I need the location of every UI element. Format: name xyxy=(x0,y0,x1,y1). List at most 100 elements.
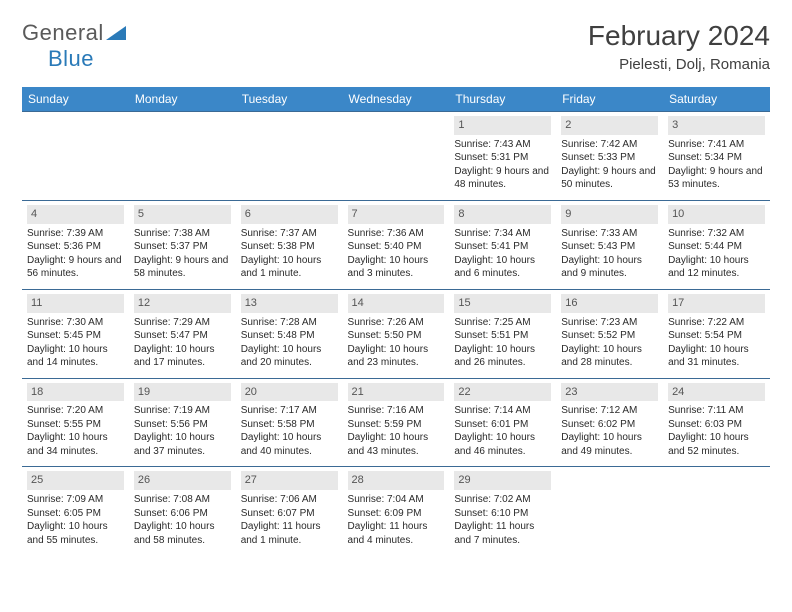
day-cell: 25 Sunrise: 7:09 AMSunset: 6:05 PMDayligh… xyxy=(22,467,129,555)
day-cell: 26 Sunrise: 7:08 AMSunset: 6:06 PMDayligh… xyxy=(129,467,236,555)
day-cell xyxy=(343,112,450,201)
month-title: February 2024 xyxy=(588,20,770,52)
day-number: 21 xyxy=(348,383,445,402)
day-cell: 29 Sunrise: 7:02 AMSunset: 6:10 PMDayligh… xyxy=(449,467,556,555)
day-header-row: Sunday Monday Tuesday Wednesday Thursday… xyxy=(22,87,770,112)
day-info: Sunrise: 7:30 AMSunset: 5:45 PMDaylight:… xyxy=(27,316,124,370)
day-info: Sunrise: 7:11 AMSunset: 6:03 PMDaylight:… xyxy=(668,404,765,458)
title-block: February 2024 Pielesti, Dolj, Romania xyxy=(588,20,770,73)
week-row: 11Sunrise: 7:30 AMSunset: 5:45 PMDayligh… xyxy=(22,289,770,378)
week-row: 4Sunrise: 7:39 AMSunset: 5:36 PMDaylight… xyxy=(22,200,770,289)
day-number: 15 xyxy=(454,294,551,313)
day-number: 22 xyxy=(454,383,551,402)
day-cell: 24Sunrise: 7:11 AMSunset: 6:03 PMDayligh… xyxy=(663,378,770,467)
day-cell: 21 Sunrise: 7:16 AMSunset: 5:59 PMDayligh… xyxy=(343,378,450,467)
day-cell xyxy=(22,112,129,201)
day-cell xyxy=(129,112,236,201)
day-number: 19 xyxy=(134,383,231,402)
day-number: 1 xyxy=(454,116,551,135)
day-info: Sunrise: 7:08 AMSunset: 6:06 PMDaylight:… xyxy=(134,493,231,547)
week-row: 18Sunrise: 7:20 AMSunset: 5:55 PMDayligh… xyxy=(22,378,770,467)
day-info: Sunrise: 7:12 AMSunset: 6:02 PMDaylight:… xyxy=(561,404,658,458)
day-number: 14 xyxy=(348,294,445,313)
day-cell: 5 Sunrise: 7:38 AMSunset: 5:37 PMDaylight… xyxy=(129,200,236,289)
day-info: Sunrise: 7:09 AMSunset: 6:05 PMDaylight:… xyxy=(27,493,124,547)
calendar-body: 1 Sunrise: 7:43 AMSunset: 5:31 PMDaylight… xyxy=(22,112,770,556)
day-number: 27 xyxy=(241,471,338,490)
day-info: Sunrise: 7:26 AMSunset: 5:50 PMDaylight:… xyxy=(348,316,445,370)
day-info: Sunrise: 7:33 AMSunset: 5:43 PMDaylight:… xyxy=(561,227,658,281)
logo-triangle-icon xyxy=(106,26,126,45)
day-number: 3 xyxy=(668,116,765,135)
day-cell: 23 Sunrise: 7:12 AMSunset: 6:02 PMDayligh… xyxy=(556,378,663,467)
day-number: 6 xyxy=(241,205,338,224)
day-info: Sunrise: 7:34 AMSunset: 5:41 PMDaylight:… xyxy=(454,227,551,281)
day-header: Monday xyxy=(129,87,236,112)
day-cell: 9 Sunrise: 7:33 AMSunset: 5:43 PMDaylight… xyxy=(556,200,663,289)
day-cell: 17Sunrise: 7:22 AMSunset: 5:54 PMDayligh… xyxy=(663,289,770,378)
day-info: Sunrise: 7:25 AMSunset: 5:51 PMDaylight:… xyxy=(454,316,551,370)
day-number: 10 xyxy=(668,205,765,224)
day-number: 9 xyxy=(561,205,658,224)
day-info: Sunrise: 7:36 AMSunset: 5:40 PMDaylight:… xyxy=(348,227,445,281)
day-cell: 3 Sunrise: 7:41 AMSunset: 5:34 PMDaylight… xyxy=(663,112,770,201)
day-number: 18 xyxy=(27,383,124,402)
day-info: Sunrise: 7:19 AMSunset: 5:56 PMDaylight:… xyxy=(134,404,231,458)
day-header: Tuesday xyxy=(236,87,343,112)
calendar-page: General Blue February 2024 Pielesti, Dol… xyxy=(0,0,792,575)
day-number: 7 xyxy=(348,205,445,224)
day-number: 29 xyxy=(454,471,551,490)
day-cell xyxy=(556,467,663,555)
day-info: Sunrise: 7:04 AMSunset: 6:09 PMDaylight:… xyxy=(348,493,445,547)
day-cell: 13 Sunrise: 7:28 AMSunset: 5:48 PMDayligh… xyxy=(236,289,343,378)
day-number: 8 xyxy=(454,205,551,224)
day-cell: 2Sunrise: 7:42 AMSunset: 5:33 PMDaylight… xyxy=(556,112,663,201)
location-text: Pielesti, Dolj, Romania xyxy=(588,56,770,73)
day-info: Sunrise: 7:32 AMSunset: 5:44 PMDaylight:… xyxy=(668,227,765,281)
day-cell: 4Sunrise: 7:39 AMSunset: 5:36 PMDaylight… xyxy=(22,200,129,289)
day-cell: 22 Sunrise: 7:14 AMSunset: 6:01 PMDayligh… xyxy=(449,378,556,467)
day-number: 28 xyxy=(348,471,445,490)
day-cell xyxy=(236,112,343,201)
day-cell: 14 Sunrise: 7:26 AMSunset: 5:50 PMDayligh… xyxy=(343,289,450,378)
day-number: 12 xyxy=(134,294,231,313)
day-header: Saturday xyxy=(663,87,770,112)
day-cell: 28 Sunrise: 7:04 AMSunset: 6:09 PMDayligh… xyxy=(343,467,450,555)
day-cell: 15 Sunrise: 7:25 AMSunset: 5:51 PMDayligh… xyxy=(449,289,556,378)
day-header: Sunday xyxy=(22,87,129,112)
day-number: 25 xyxy=(27,471,124,490)
day-info: Sunrise: 7:16 AMSunset: 5:59 PMDaylight:… xyxy=(348,404,445,458)
brand-name-2: Blue xyxy=(48,46,94,71)
day-info: Sunrise: 7:28 AMSunset: 5:48 PMDaylight:… xyxy=(241,316,338,370)
brand-name-1: General xyxy=(22,20,104,45)
day-cell: 8 Sunrise: 7:34 AMSunset: 5:41 PMDaylight… xyxy=(449,200,556,289)
day-header: Wednesday xyxy=(343,87,450,112)
day-cell: 19 Sunrise: 7:19 AMSunset: 5:56 PMDayligh… xyxy=(129,378,236,467)
week-row: 1 Sunrise: 7:43 AMSunset: 5:31 PMDaylight… xyxy=(22,112,770,201)
day-cell: 16Sunrise: 7:23 AMSunset: 5:52 PMDayligh… xyxy=(556,289,663,378)
day-cell xyxy=(663,467,770,555)
day-cell: 11Sunrise: 7:30 AMSunset: 5:45 PMDayligh… xyxy=(22,289,129,378)
day-info: Sunrise: 7:14 AMSunset: 6:01 PMDaylight:… xyxy=(454,404,551,458)
day-cell: 1 Sunrise: 7:43 AMSunset: 5:31 PMDaylight… xyxy=(449,112,556,201)
day-number: 26 xyxy=(134,471,231,490)
day-info: Sunrise: 7:02 AMSunset: 6:10 PMDaylight:… xyxy=(454,493,551,547)
header: General Blue February 2024 Pielesti, Dol… xyxy=(22,20,770,73)
day-number: 5 xyxy=(134,205,231,224)
day-info: Sunrise: 7:38 AMSunset: 5:37 PMDaylight:… xyxy=(134,227,231,281)
day-number: 13 xyxy=(241,294,338,313)
day-info: Sunrise: 7:06 AMSunset: 6:07 PMDaylight:… xyxy=(241,493,338,547)
day-info: Sunrise: 7:22 AMSunset: 5:54 PMDaylight:… xyxy=(668,316,765,370)
day-number: 20 xyxy=(241,383,338,402)
calendar-table: Sunday Monday Tuesday Wednesday Thursday… xyxy=(22,87,770,555)
day-cell: 6Sunrise: 7:37 AMSunset: 5:38 PMDaylight… xyxy=(236,200,343,289)
day-cell: 10 Sunrise: 7:32 AMSunset: 5:44 PMDayligh… xyxy=(663,200,770,289)
day-number: 4 xyxy=(27,205,124,224)
day-info: Sunrise: 7:41 AMSunset: 5:34 PMDaylight:… xyxy=(668,138,765,192)
day-info: Sunrise: 7:43 AMSunset: 5:31 PMDaylight:… xyxy=(454,138,551,192)
day-cell: 12Sunrise: 7:29 AMSunset: 5:47 PMDayligh… xyxy=(129,289,236,378)
day-number: 16 xyxy=(561,294,658,313)
day-number: 23 xyxy=(561,383,658,402)
day-info: Sunrise: 7:42 AMSunset: 5:33 PMDaylight:… xyxy=(561,138,658,192)
day-cell: 7 Sunrise: 7:36 AMSunset: 5:40 PMDaylight… xyxy=(343,200,450,289)
